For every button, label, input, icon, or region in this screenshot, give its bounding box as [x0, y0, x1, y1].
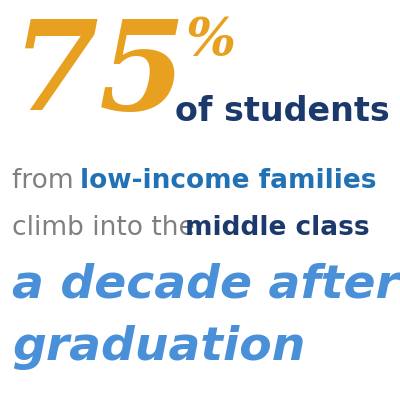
Text: of students: of students: [175, 95, 390, 128]
Text: graduation: graduation: [12, 325, 305, 370]
Text: middle class: middle class: [185, 215, 370, 241]
Text: 75: 75: [12, 15, 186, 136]
Text: a decade after: a decade after: [12, 263, 399, 308]
Text: low-income families: low-income families: [80, 168, 376, 194]
Text: from: from: [12, 168, 82, 194]
Text: %: %: [186, 15, 236, 66]
Text: climb into the: climb into the: [12, 215, 203, 241]
